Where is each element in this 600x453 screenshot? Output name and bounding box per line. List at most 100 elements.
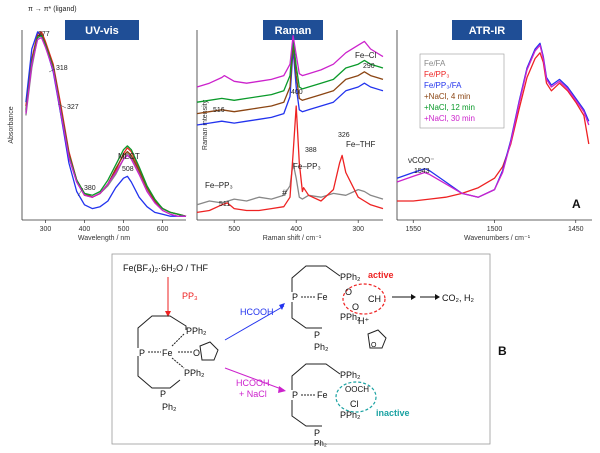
uvvis-annot-leader-327	[57, 103, 67, 109]
uvvis-y-label: Absorbance	[8, 106, 15, 143]
atom-pph2-top-active: PPh₂	[340, 272, 361, 282]
atrir-series-fe-pp3	[397, 52, 590, 202]
atom-p-bottom-left: P	[160, 389, 166, 399]
uvvis-series-nacl-30-min	[25, 36, 186, 217]
atom-p-inactive: P	[292, 390, 298, 400]
raman-series-fe-fa	[196, 162, 384, 206]
scheme-precursor: Fe(BF₄)₂·6H₂O / THF	[123, 263, 208, 273]
raman-series-nacl-4-min	[196, 42, 384, 115]
complex-active: P Fe PPh₂ PPh₂ P Ph₂ O O CH H⁺ active O	[291, 265, 394, 352]
uvvis-annot-pi: π → π* (ligand)	[28, 6, 77, 13]
ligand-backbone-inactive	[291, 363, 341, 427]
uvvis-annot-leader-318	[48, 68, 56, 73]
atrir-legend-item: +NaCl, 12 min	[424, 103, 475, 112]
arrow-hcooh-nacl	[224, 367, 285, 391]
atrir-x-tick-label: 1450	[568, 226, 584, 233]
arrow-products-2-head	[435, 294, 440, 300]
atom-p-active: P	[292, 292, 298, 302]
atrir-header-box	[452, 20, 522, 40]
atom-o-thf: O	[193, 348, 200, 358]
atom-fe-inactive: Fe	[317, 390, 328, 400]
raman-annot-feppp-left: Fe–PP₃	[205, 181, 233, 190]
panel-label-b: B	[498, 344, 507, 358]
active-site-ring	[342, 283, 386, 315]
atom-pph2-mid-inactive: PPh₂	[340, 410, 361, 420]
raman-annot-388: 388	[305, 147, 317, 154]
ligand-backbone-left	[137, 315, 187, 389]
uvvis-panel: UV-vis Absorbance Wavelength / nm 300 400…	[8, 6, 187, 242]
atom-ph2-bottom-left: Ph₂	[162, 402, 177, 412]
ligand-backbone-active	[291, 265, 341, 329]
label-active: active	[368, 270, 394, 280]
uvvis-annot-leader-380	[77, 187, 84, 197]
raman-series-fe-pp3	[196, 105, 384, 214]
uvvis-series-nacl-12-min	[25, 35, 187, 217]
atom-h-active: H⁺	[358, 316, 369, 326]
atom-ph2-bottom-inactive: Ph₂	[314, 439, 327, 448]
arrow-hcooh	[224, 305, 285, 341]
atom-ooch-inactive: OOCH	[345, 385, 369, 394]
atrir-legend-box	[419, 53, 505, 129]
raman-annot-511: 511	[219, 201, 230, 208]
raman-annot-400: 400	[291, 89, 303, 96]
complex-fe-thf: P Fe PPh₂ PPh₂ P Ph₂ O	[137, 315, 219, 412]
atom-o-active-bot: O	[352, 302, 359, 312]
uvvis-x-tick-label: 300	[40, 226, 52, 233]
uvvis-x-tick-label: 400	[79, 226, 91, 233]
raman-series-fe-pp3-fa	[196, 48, 384, 126]
atom-o-thf-active: O	[371, 342, 377, 349]
atom-fe-active: Fe	[317, 292, 328, 302]
uvvis-title: UV-vis	[85, 25, 119, 37]
raman-series-nacl-12-min	[196, 38, 384, 103]
raman-y-label: Raman intensity	[202, 99, 209, 150]
atom-ph2-bottom-active: Ph₂	[314, 342, 329, 352]
raman-x-tick-label: 300	[352, 226, 364, 233]
uvvis-x-label: Wavelength / nm	[78, 235, 130, 242]
atom-ch-active: CH	[368, 294, 381, 304]
uvvis-annot-508: 508	[122, 166, 134, 173]
atom-pph2-mid-active: PPh₂	[340, 312, 361, 322]
raman-annot-326: 326	[338, 132, 350, 139]
atrir-title: ATR-IR	[469, 25, 506, 37]
raman-annot-hash: #	[282, 188, 287, 198]
raman-x-label: Raman shift / cm⁻¹	[263, 235, 322, 242]
atrir-x-tick-label: 1550	[405, 226, 421, 233]
thf-ring-active	[367, 329, 387, 349]
atrir-series-nacl-30-min	[396, 44, 590, 198]
arrow-products-1-head	[411, 294, 416, 300]
atom-pph2-mid-left: PPh₂	[184, 368, 205, 378]
complex-inactive: P Fe PPh₂ PPh₂ P Ph₂ OOCH Cl inactive	[291, 363, 410, 448]
panel-label-a: A	[572, 197, 581, 211]
scheme-reagent-pp3: PP₃	[182, 291, 198, 301]
atrir-legend-item: +NaCl, 30 min	[424, 114, 475, 123]
uvvis-annot-277: 277	[38, 31, 50, 38]
raman-header-box	[263, 20, 323, 40]
atom-pph2-top-left: PPh₂	[186, 326, 207, 336]
atrir-panel: ATR-IR Wavenumbers / cm⁻¹ 1550 1500 1450 F…	[396, 20, 592, 242]
raman-x-tick-label: 400	[290, 226, 302, 233]
atrir-legend-item: Fe/PP₃/FA	[424, 81, 462, 90]
atrir-x-tick-label: 1500	[487, 226, 503, 233]
atom-o-active-top: O	[345, 287, 352, 297]
scheme-reagent-nacl: + NaCl	[239, 389, 267, 399]
scheme-products: CO₂, H₂	[442, 293, 474, 303]
label-inactive: inactive	[376, 408, 410, 418]
scheme-frame	[111, 253, 491, 445]
atom-cl-inactive: Cl	[350, 399, 359, 409]
raman-panel: Raman Raman intensity Raman shift / cm⁻¹…	[196, 20, 384, 242]
raman-title: Raman	[275, 25, 312, 37]
atrir-legend-item: Fe/PP₃	[424, 70, 450, 79]
uvvis-annot-mlct: MLCT	[118, 152, 140, 161]
arrow-hcooh-nacl-head	[278, 386, 286, 393]
uvvis-annot-327: 327	[67, 104, 79, 111]
inactive-site-ring	[335, 381, 377, 413]
arrow-hcooh-head	[279, 303, 285, 310]
atrir-annot-nucoo: νCOO⁻	[408, 156, 434, 165]
raman-annot-feppp-right: Fe–PP₃	[293, 162, 321, 171]
raman-annot-fecl: Fe–Cl	[355, 51, 377, 60]
uvvis-annot-380: 380	[84, 185, 96, 192]
atrir-legend-item: +NaCl, 4 min	[424, 92, 470, 101]
atom-fe-left: Fe	[162, 348, 173, 358]
raman-annot-fethf: Fe–THF	[346, 140, 375, 149]
